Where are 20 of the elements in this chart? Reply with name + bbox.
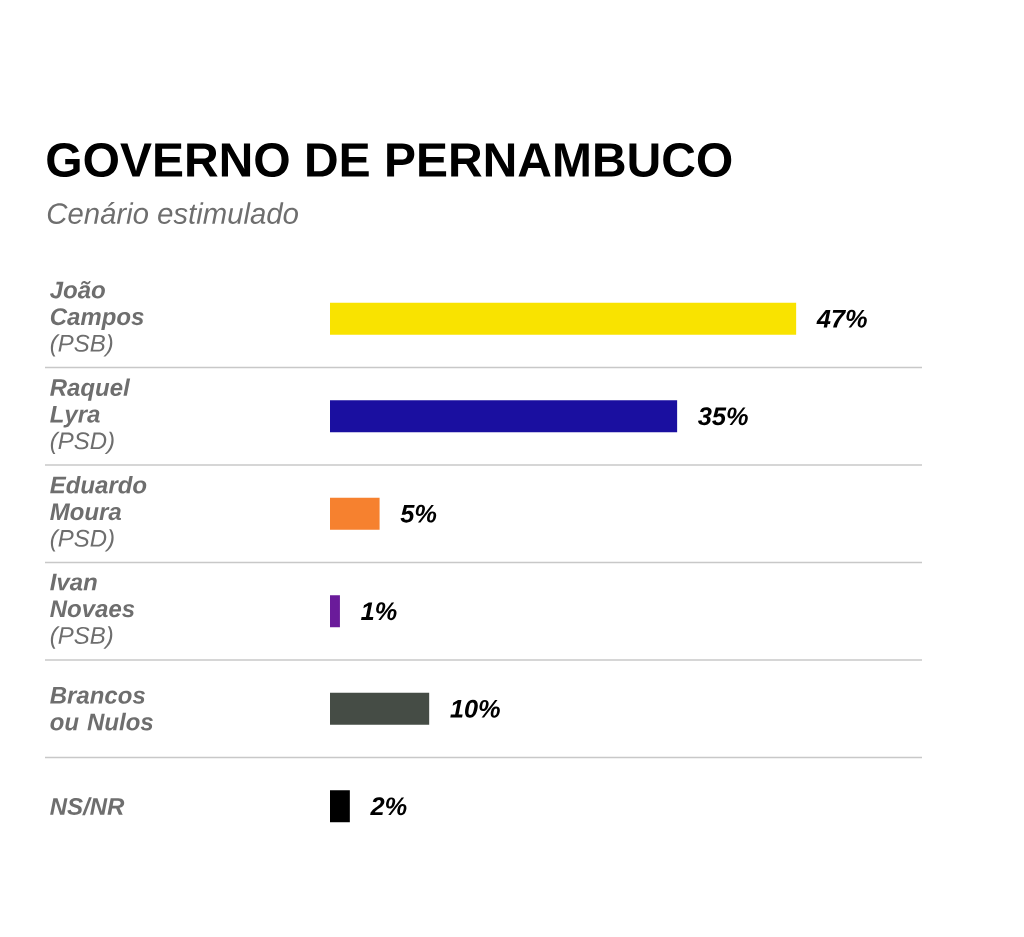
y-tick-label: Eduardo Moura (PSD) [50,475,147,552]
y-tick-label: João Campos (PSB) [50,280,144,357]
bar [330,497,380,530]
data-label: 47% [816,309,867,328]
data-label: 35% [698,407,748,426]
data-label: 1% [361,602,397,621]
y-tick-label: Ivan Novaes (PSB) [50,573,135,649]
data-label: 5% [400,504,437,523]
bar [330,790,350,823]
bar [330,400,678,433]
bar [330,595,340,628]
y-tick-label: Raquel Lyra (PSD) [50,378,131,455]
data-label: 10% [450,699,500,718]
bar [330,692,430,725]
y-tick-label: NS/NR [50,797,125,816]
bar [330,302,797,335]
chart-subtitle: Cenário estimulado [47,202,298,224]
chart-title: GOVERNO DE PERNAMBUCO [47,143,732,177]
data-label: 2% [370,797,407,816]
y-tick-label: Brancos ou Nulos [50,687,153,731]
